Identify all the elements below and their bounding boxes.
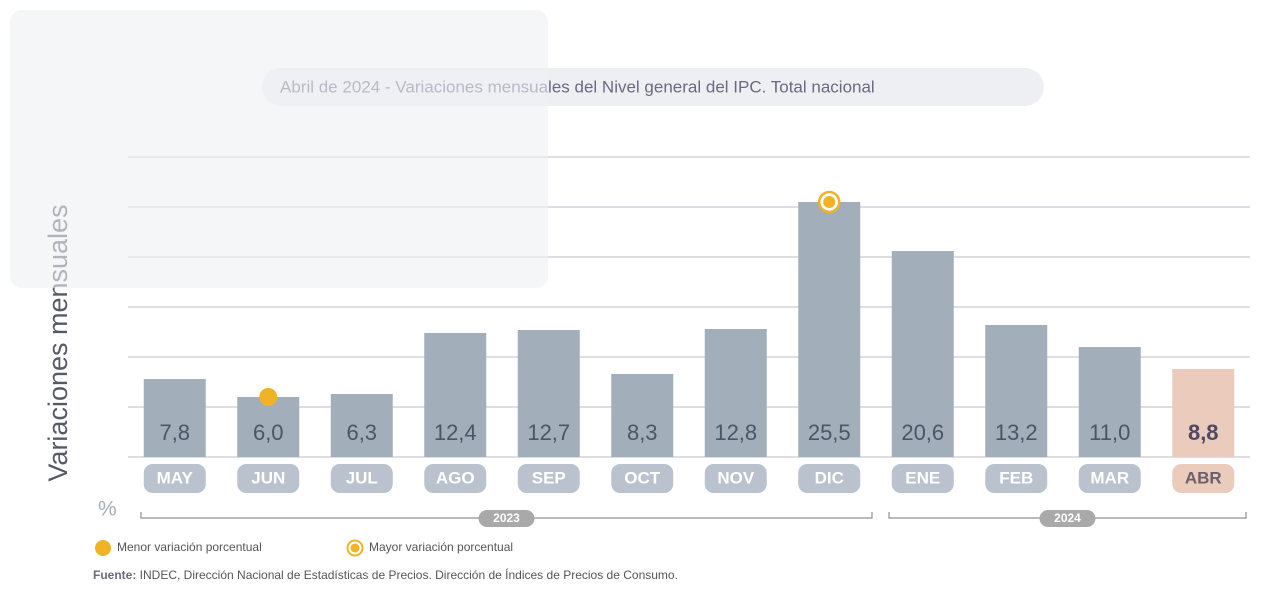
group-label: 2024 xyxy=(1054,511,1081,525)
x-tick-label: ENE xyxy=(905,468,940,487)
category-pill xyxy=(985,464,1048,493)
category-pill xyxy=(517,464,580,493)
category-pill xyxy=(891,464,954,493)
x-tick-label: FEB xyxy=(999,468,1033,487)
group-label: 2023 xyxy=(493,511,520,525)
source: Fuente: INDEC, Dirección Nacional de Est… xyxy=(93,567,678,582)
category-pill xyxy=(611,464,674,493)
x-tick-label: MAR xyxy=(1090,468,1129,487)
category-pill xyxy=(237,464,300,493)
legend-item: Menor variación porcentual xyxy=(95,540,262,556)
data-label: 12,4 xyxy=(434,420,477,445)
x-tick-label: AGO xyxy=(436,468,475,487)
bar xyxy=(143,379,206,457)
x-tick-label: SEP xyxy=(532,468,566,487)
group-pill xyxy=(478,510,535,527)
marker-ring-core xyxy=(823,196,836,208)
overlay-panel xyxy=(10,10,548,288)
data-label: 6,0 xyxy=(253,420,284,445)
legend-dot xyxy=(95,540,111,556)
data-label: 12,7 xyxy=(527,420,570,445)
x-tick-label: DIC xyxy=(815,468,844,487)
legend-ring-core xyxy=(350,543,360,553)
x-tick-label: JUL xyxy=(346,468,378,487)
legend-item: Mayor variación porcentual xyxy=(346,539,513,557)
category-pill xyxy=(424,464,487,493)
legend-label: Menor variación porcentual xyxy=(117,540,262,554)
source-text: INDEC, Dirección Nacional de Estadística… xyxy=(136,567,678,582)
x-tick-label: ABR xyxy=(1185,468,1222,487)
bar xyxy=(424,333,487,457)
data-label: 7,8 xyxy=(159,420,190,445)
category-pill xyxy=(798,464,861,493)
x-tick-label: OCT xyxy=(624,468,661,487)
category-pill xyxy=(1172,464,1235,493)
bar xyxy=(1172,369,1235,457)
bar xyxy=(798,202,861,457)
x-tick-label: MAY xyxy=(157,468,194,487)
data-label: 8,3 xyxy=(627,420,658,445)
data-label: 8,8 xyxy=(1188,420,1219,445)
marker-dot xyxy=(259,388,278,406)
bar xyxy=(704,329,767,457)
category-pill xyxy=(143,464,206,493)
data-label: 6,3 xyxy=(346,420,377,445)
unit-label: % xyxy=(98,498,117,521)
bar xyxy=(237,397,300,457)
data-label: 12,8 xyxy=(714,420,757,445)
bar xyxy=(517,330,580,457)
bar xyxy=(1078,347,1141,457)
source-label: Fuente: xyxy=(93,568,136,582)
x-tick-label: JUN xyxy=(251,468,285,487)
category-pill xyxy=(1078,464,1141,493)
bar xyxy=(985,325,1048,457)
x-tick-label: NOV xyxy=(717,468,755,487)
category-pill xyxy=(330,464,393,493)
bar xyxy=(611,374,674,457)
bar xyxy=(330,394,393,457)
data-label: 20,6 xyxy=(901,420,944,445)
data-label: 11,0 xyxy=(1089,420,1130,445)
legend-label: Mayor variación porcentual xyxy=(369,540,513,554)
data-label: 25,5 xyxy=(808,420,851,445)
bar xyxy=(891,251,954,457)
group-pill xyxy=(1039,510,1096,527)
category-pill xyxy=(704,464,767,493)
data-label: 13,2 xyxy=(995,420,1038,445)
